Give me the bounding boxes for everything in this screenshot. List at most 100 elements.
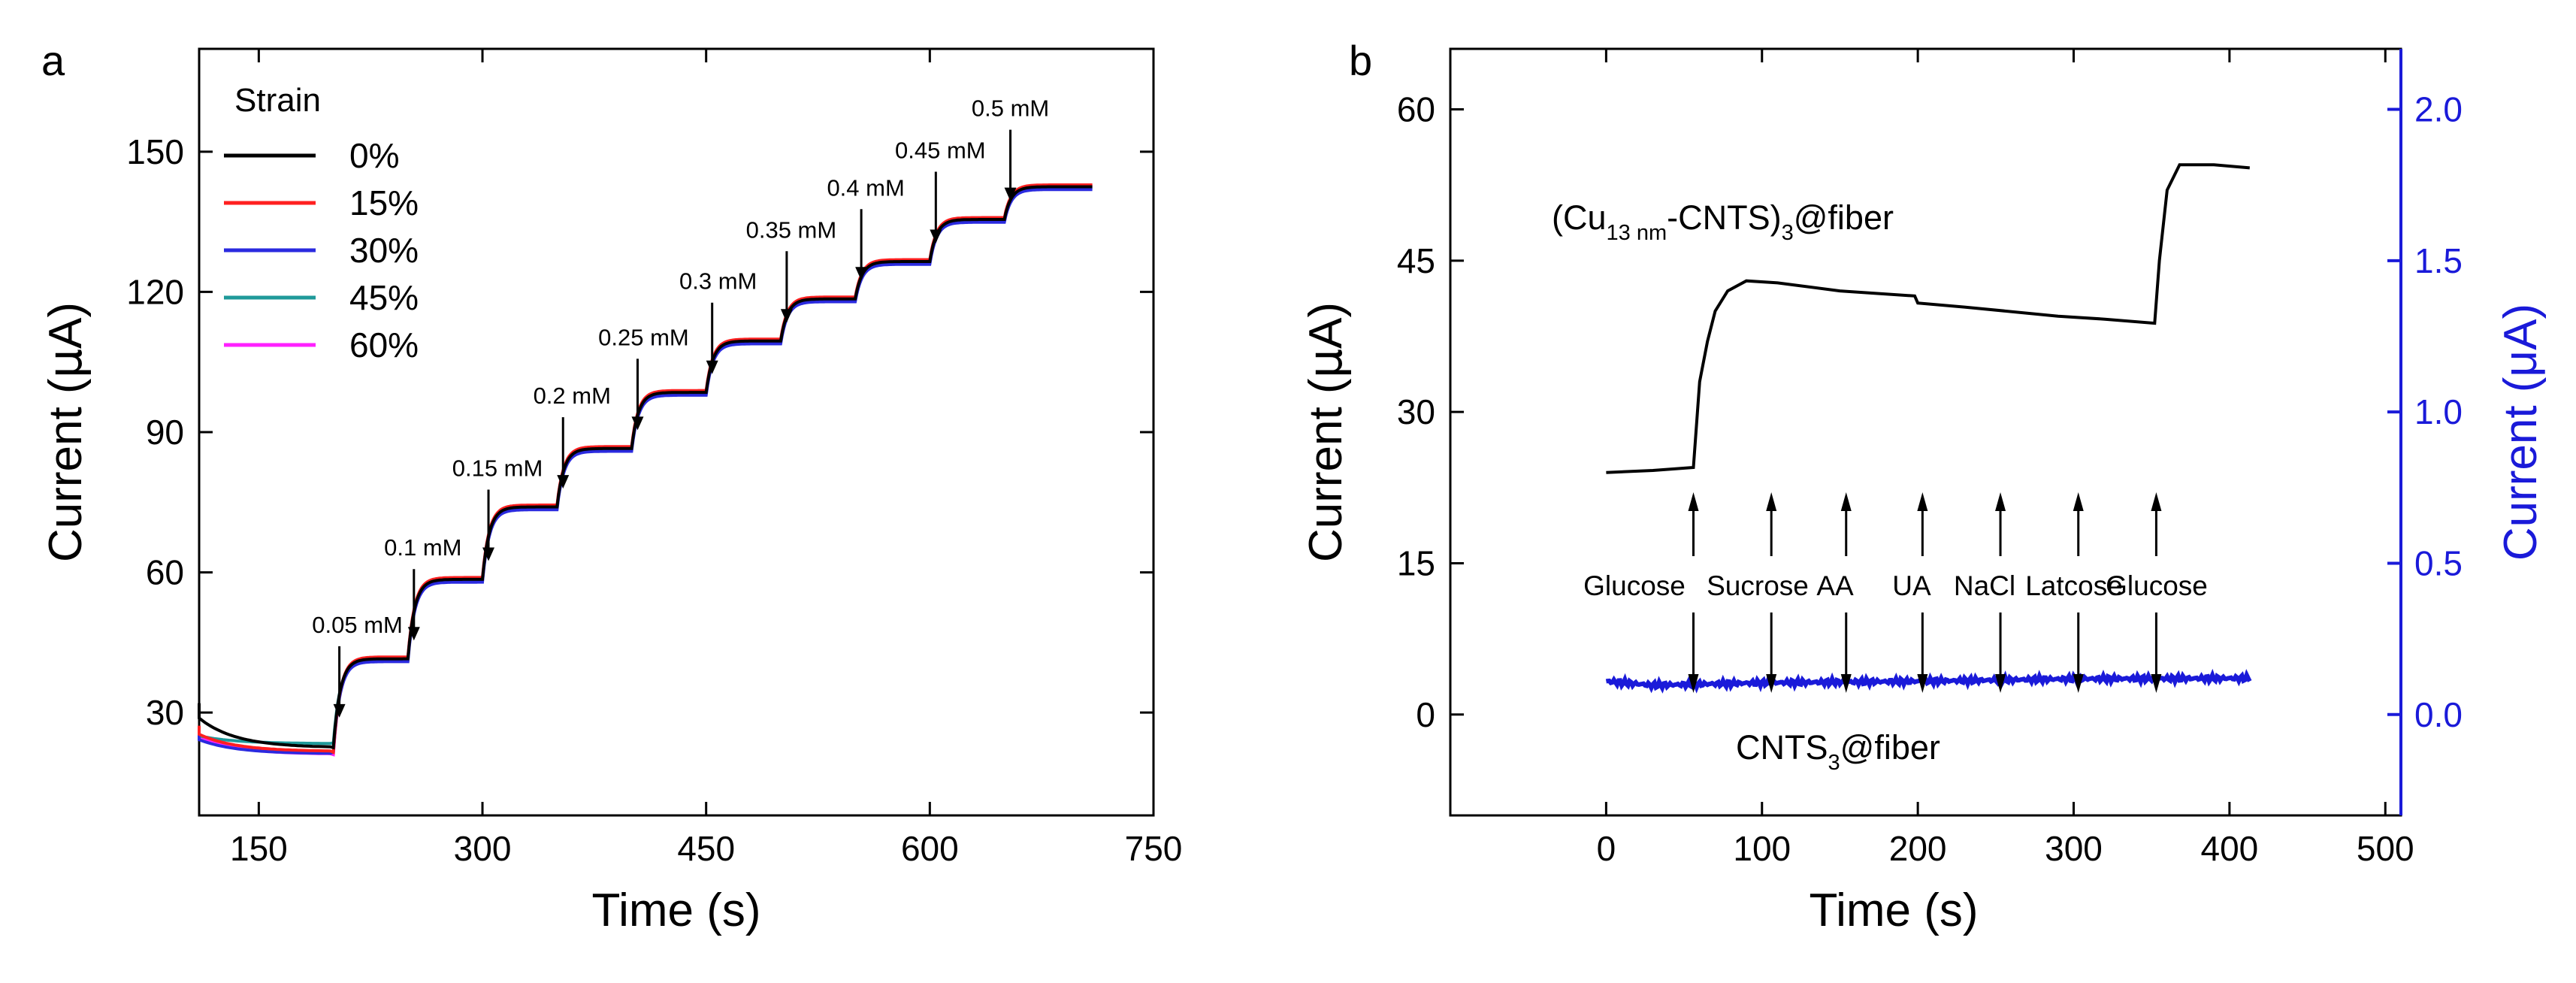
legend-title: Strain — [234, 82, 321, 119]
y-tick-label: 0 — [1416, 695, 1435, 734]
y2-tick-label: 0.5 — [2414, 543, 2463, 582]
series-cnts-label: CNTS3@fiber — [1736, 728, 1940, 775]
step-arrow-head — [855, 267, 868, 281]
addition-label: AA — [1816, 570, 1854, 601]
step-label: 0.5 mM — [972, 95, 1049, 122]
panel-b-y2-title: Current (μA) — [2495, 304, 2547, 561]
y-tick-label: 15 — [1397, 543, 1435, 582]
addition-arrow-up-head — [1917, 492, 1928, 511]
step-arrow-head — [930, 229, 942, 243]
legend-entry-label: 60% — [349, 325, 419, 364]
addition-label: Sucrose — [1707, 570, 1809, 601]
x-tick-label: 300 — [2045, 829, 2103, 868]
panel-b-x-title: Time (s) — [1810, 885, 1979, 936]
addition-arrow-down-head — [2151, 674, 2162, 693]
legend-entry-label: 0% — [349, 136, 399, 175]
step-label: 0.1 mM — [384, 534, 461, 561]
panel-a-plot — [198, 183, 1093, 757]
step-label: 0.4 mM — [827, 174, 904, 201]
y2-tick-label: 1.5 — [2414, 241, 2463, 280]
step-arrow-head — [557, 475, 570, 489]
panel-a-legend: Strain 0% 15% 30% 45% 60% — [224, 82, 419, 364]
x-tick-label: 200 — [1889, 829, 1947, 868]
step-arrow-head — [780, 309, 793, 323]
x-tick-label: 500 — [2357, 829, 2414, 868]
step-label: 0.3 mM — [679, 268, 757, 295]
addition-arrow-up-head — [1840, 492, 1852, 511]
step-label: 0.35 mM — [746, 216, 837, 243]
x-tick-label: 0 — [1597, 829, 1616, 868]
step-label: 0.25 mM — [598, 324, 689, 350]
addition-label: Glucose — [2106, 570, 2208, 601]
step-arrow-head — [333, 703, 346, 718]
series-line-15pct — [198, 183, 1093, 755]
panel-b-ticks: 0 100 200 300 400 500 0 15 30 45 60 0.0 0.5 1.0 1.5 2.0 — [1397, 49, 2463, 868]
addition-arrow-down-head — [1766, 674, 1777, 693]
addition-label: Glucose — [1583, 570, 1686, 601]
x-tick-label: 600 — [901, 829, 959, 868]
panel-a-label: a — [41, 37, 65, 84]
step-arrow-head — [482, 547, 495, 561]
y-tick-label: 120 — [126, 272, 184, 311]
y-tick-label: 45 — [1397, 241, 1435, 280]
y-tick-label: 30 — [146, 693, 184, 732]
addition-label: UA — [1892, 570, 1931, 601]
addition-arrow-down-head — [2073, 674, 2084, 693]
x-tick-label: 450 — [677, 829, 735, 868]
legend-entry-label: 45% — [349, 278, 419, 317]
panel-a-y-title: Current (μA) — [38, 302, 92, 562]
addition-arrow-down-head — [1995, 674, 2006, 693]
addition-arrow-up-head — [1688, 492, 1699, 511]
x-tick-label: 400 — [2201, 829, 2259, 868]
y-tick-label: 90 — [146, 413, 184, 452]
x-tick-label: 150 — [230, 829, 288, 868]
panel-b-plot — [1605, 163, 2252, 694]
step-label: 0.2 mM — [534, 383, 611, 409]
series-line-60pct — [198, 184, 1093, 757]
panel-a-ticks: 150 300 450 600 750 30 60 90 120 150 — [126, 49, 1182, 868]
addition-arrow-down-head — [1917, 674, 1928, 693]
panel-a: a 150 300 450 600 750 30 60 90 120 150 0.05 mM 0.1… — [38, 37, 1182, 936]
panel-a-annotations: 0.05 mM 0.1 mM 0.15 mM 0.2 mM 0.25 mM 0.3 mM 0… — [312, 95, 1049, 718]
x-tick-label: 300 — [454, 829, 512, 868]
panel-b-label: b — [1349, 37, 1372, 84]
addition-arrow-up-head — [1766, 492, 1777, 511]
x-tick-label: 100 — [1733, 829, 1791, 868]
series-line-0pct — [198, 185, 1093, 750]
series-line-cnts — [1605, 668, 2252, 694]
y-tick-label: 150 — [126, 132, 184, 171]
step-arrow-head — [1004, 187, 1017, 201]
step-arrow-head — [631, 416, 644, 431]
step-arrow-head — [706, 360, 718, 374]
x-tick-label: 750 — [1125, 829, 1183, 868]
series-line-cu-cnts — [1606, 163, 2250, 474]
addition-arrow-down-head — [1688, 674, 1699, 693]
series-line-30pct — [198, 188, 1093, 755]
y2-tick-label: 0.0 — [2414, 695, 2463, 734]
addition-arrow-up-head — [2151, 492, 2162, 511]
y-tick-label: 60 — [146, 553, 184, 592]
panel-b-y-title: Current (μA) — [1298, 302, 1353, 562]
addition-arrow-up-head — [2073, 492, 2084, 511]
series-cu-cnts-label: (Cu13 nm-CNTS)3@fiber — [1552, 198, 1894, 245]
panel-a-x-title: Time (s) — [592, 885, 761, 936]
step-arrow-head — [407, 627, 420, 641]
addition-arrow-up-head — [1995, 492, 2006, 511]
addition-label: Latcose — [2025, 570, 2123, 601]
addition-arrow-down-head — [1840, 674, 1852, 693]
step-label: 0.45 mM — [895, 138, 986, 164]
step-label: 0.15 mM — [452, 455, 543, 481]
addition-label: NaCl — [1954, 570, 2015, 601]
series-line-45pct — [198, 186, 1093, 746]
y-tick-label: 30 — [1397, 392, 1435, 431]
legend-entry-label: 15% — [349, 183, 419, 222]
y-tick-label: 60 — [1397, 90, 1435, 129]
panel-b: b 0 100 200 300 400 500 0 15 30 45 60 0.0 0.5 1.0 1.5 2… — [1298, 37, 2547, 936]
step-label: 0.05 mM — [312, 612, 403, 638]
y2-tick-label: 1.0 — [2414, 392, 2463, 431]
panel-b-frame — [1449, 47, 2402, 817]
y2-tick-label: 2.0 — [2414, 90, 2463, 129]
legend-entry-label: 30% — [349, 231, 419, 270]
